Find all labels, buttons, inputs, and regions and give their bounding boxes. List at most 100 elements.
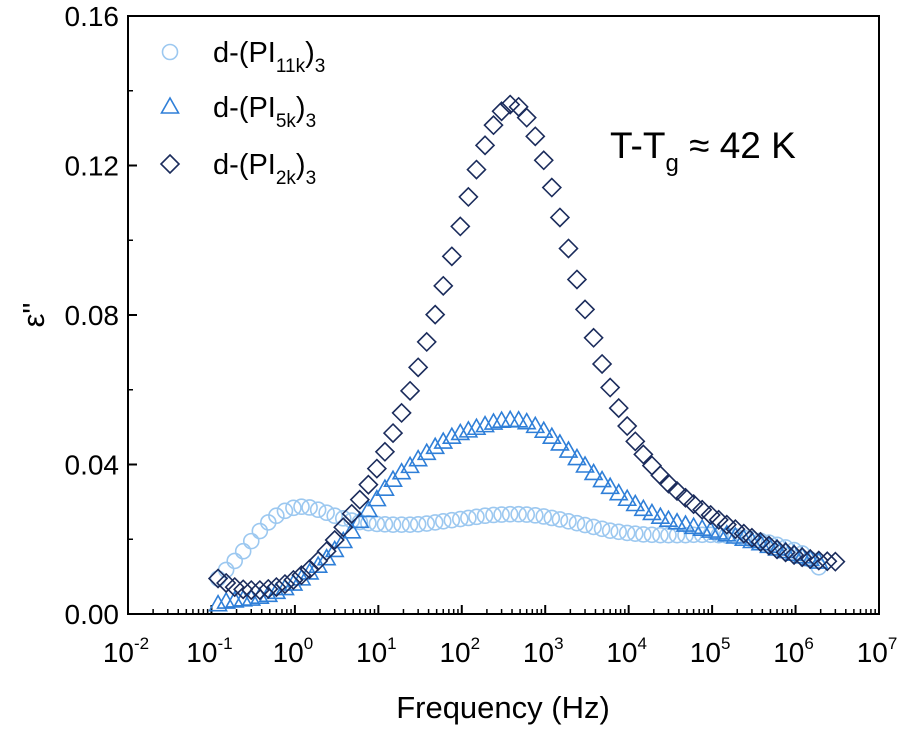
data-point-diamond (258, 578, 279, 600)
data-point-triangle (241, 588, 262, 606)
data-point-diamond (274, 573, 296, 595)
y-axis-label: ε" (16, 303, 51, 328)
x-tick-base: 10 (690, 637, 721, 668)
x-ticks: 10-2 10-1 100 101 102 103 104 105 106 107 (103, 605, 897, 668)
data-point-triangle (275, 577, 295, 596)
data-point-diamond (666, 480, 688, 502)
data-point-diamond (574, 299, 596, 320)
data-point-circle (309, 501, 327, 519)
data-point-circle (234, 542, 252, 560)
data-point-diamond (800, 548, 821, 570)
data-point-triangle (667, 512, 687, 530)
x-tick-exp: 6 (804, 634, 813, 653)
x-tick-label: 102 (439, 634, 480, 668)
data-point-diamond (341, 503, 362, 524)
data-point-diamond (516, 107, 537, 128)
x-tick-exp: 1 (387, 634, 396, 653)
annotation-tail: ≈ 42 K (679, 125, 796, 166)
data-point-circle (268, 507, 285, 525)
data-point-diamond (491, 101, 512, 122)
data-point-circle (551, 511, 569, 528)
x-tick-base: 10 (773, 637, 804, 668)
x-tick-label: 106 (773, 634, 814, 668)
data-point-circle (585, 518, 602, 536)
data-point-circle (510, 505, 527, 523)
y-tick-label: 0.12 (65, 151, 120, 182)
x-tick-base: 10 (523, 637, 554, 668)
data-point-circle (535, 508, 553, 525)
data-point-circle (217, 561, 235, 579)
data-point-diamond (266, 576, 287, 598)
data-point-diamond (692, 499, 713, 520)
data-point-triangle (633, 498, 654, 517)
data-point-diamond (291, 564, 312, 586)
data-point-diamond (675, 487, 696, 508)
data-point-triangle (416, 442, 437, 461)
data-point-triangle (642, 502, 662, 521)
data-point-circle (560, 513, 577, 530)
data-point-circle (409, 515, 427, 533)
data-point-triangle (425, 436, 446, 455)
data-point-triangle (208, 594, 228, 612)
x-tick-label: 103 (523, 634, 564, 668)
data-point-diamond (450, 216, 471, 237)
x-tick-label: 105 (690, 634, 731, 668)
data-point-diamond (525, 126, 546, 147)
data-point-circle (460, 509, 477, 527)
data-point-diamond (349, 489, 370, 510)
series-diamond (207, 94, 846, 601)
data-point-circle (576, 516, 594, 534)
data-point-diamond (408, 357, 429, 378)
data-point-triangle (692, 518, 713, 536)
data-point-circle (443, 511, 461, 529)
data-point-circle (301, 499, 318, 516)
data-point-triangle (441, 426, 462, 445)
data-point-triangle (658, 509, 679, 527)
data-point-circle (526, 507, 544, 524)
data-point-diamond (441, 246, 462, 267)
x-tick-exp: 3 (554, 634, 563, 653)
y-tick-label: 0.08 (65, 300, 120, 331)
legend-label-mid: ) (296, 149, 306, 181)
data-point-circle (643, 526, 661, 544)
data-point-triangle (324, 539, 345, 558)
legend-label-sub2: 3 (315, 56, 326, 77)
x-tick-exp: 5 (721, 634, 730, 653)
data-point-diamond (533, 150, 554, 171)
data-point-triangle (583, 462, 604, 481)
data-point-circle (518, 506, 536, 523)
data-point-circle (485, 506, 502, 524)
x-tick-base: 10 (857, 637, 888, 668)
data-point-circle (618, 524, 636, 542)
x-tick-label: 10-2 (103, 634, 149, 668)
data-point-diamond (233, 579, 254, 600)
data-point-diamond (508, 96, 529, 117)
data-point-diamond (249, 579, 270, 601)
data-point-diamond (500, 94, 521, 115)
data-point-triangle (808, 551, 829, 569)
legend-label-sub: 2k (276, 168, 297, 189)
x-tick-exp: 0 (304, 634, 313, 653)
data-point-triangle (567, 447, 587, 466)
data-point-diamond (792, 547, 813, 568)
data-point-triangle (391, 462, 412, 480)
legend-label-pre: d-(PI (213, 37, 276, 69)
data-point-triangle (617, 488, 638, 507)
data-point-triangle (625, 493, 646, 512)
data-point-triangle (433, 431, 454, 449)
data-point-circle (334, 510, 352, 527)
y-ticks: 0.00 0.04 0.08 0.12 0.16 (65, 1, 137, 630)
legend-label-mid: ) (305, 37, 315, 69)
data-point-diamond (600, 377, 621, 398)
data-point-diamond (241, 579, 262, 601)
x-tick-exp: 2 (471, 634, 480, 653)
data-point-triangle (650, 506, 671, 524)
data-point-circle (242, 532, 260, 550)
data-point-triangle (550, 433, 570, 451)
data-point-circle (568, 514, 586, 532)
data-point-circle (376, 515, 394, 533)
data-point-triangle (508, 410, 529, 428)
legend-label-sub2: 3 (306, 168, 317, 189)
data-point-diamond (474, 135, 496, 156)
data-point-circle (501, 505, 519, 523)
